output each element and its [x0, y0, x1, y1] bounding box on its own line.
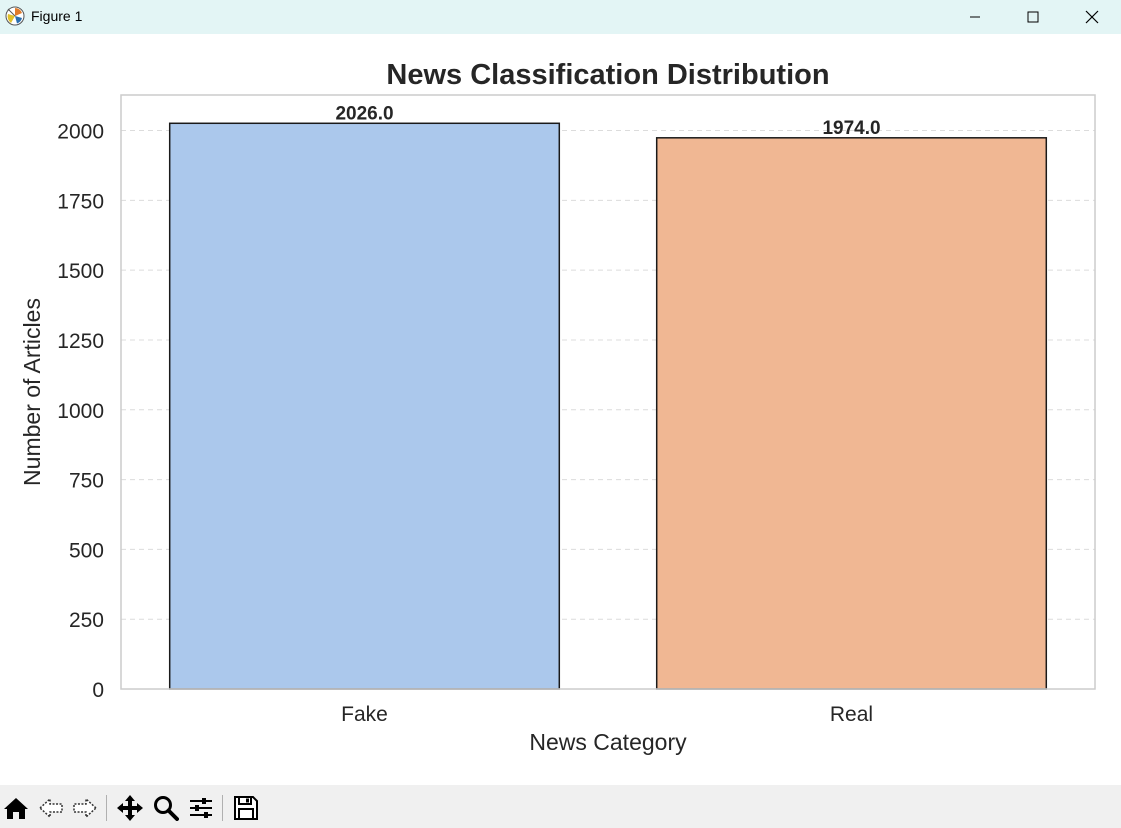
toolbar-separator [106, 795, 107, 821]
bar-value-label: 2026.0 [335, 103, 393, 124]
y-axis-label: Number of Articles [19, 298, 45, 486]
x-tick-label: Fake [341, 703, 388, 726]
y-tick-labels: 0 250 500 750 1000 1250 1500 1750 2000 [57, 121, 104, 702]
chart-title: News Classification Distribution [386, 59, 829, 91]
y-tick-label: 500 [69, 539, 104, 562]
y-tick-label: 1000 [57, 400, 104, 423]
maximize-icon [1027, 11, 1039, 23]
close-icon [1085, 10, 1099, 24]
y-tick-label: 0 [92, 679, 104, 702]
back-icon [38, 797, 63, 819]
bar-chart: News Classification Distribution 0 250 500… [19, 59, 1096, 755]
navigation-toolbar [0, 785, 1121, 828]
y-tick-label: 750 [69, 470, 104, 493]
minimize-button[interactable] [946, 0, 1004, 34]
minimize-icon [970, 16, 980, 18]
window-title: Figure 1 [31, 8, 83, 24]
bar-fake [168, 122, 561, 690]
maximize-button[interactable] [1004, 0, 1062, 34]
close-button[interactable] [1063, 0, 1121, 34]
pan-icon [117, 795, 143, 821]
bar-real [655, 137, 1048, 690]
x-tick-labels: Fake Real [341, 703, 873, 726]
back-button[interactable] [36, 793, 66, 823]
configure-subplots-icon [190, 798, 212, 818]
figure-canvas[interactable]: News Classification Distribution 0 250 500… [0, 34, 1121, 785]
save-button[interactable] [231, 793, 261, 823]
bars [168, 122, 1048, 690]
forward-icon [73, 797, 98, 819]
y-tick-label: 1750 [57, 190, 104, 213]
bar-value-label: 1974.0 [822, 118, 880, 139]
zoom-button[interactable] [151, 793, 181, 823]
configure-subplots-button[interactable] [186, 793, 216, 823]
forward-button[interactable] [70, 793, 100, 823]
save-icon [234, 796, 258, 820]
pan-button[interactable] [115, 793, 145, 823]
home-icon [4, 798, 28, 819]
window-titlebar: Figure 1 [0, 0, 1121, 34]
toolbar-separator [222, 795, 223, 821]
data-labels: 2026.0 1974.0 [335, 103, 880, 139]
x-tick-label: Real [830, 703, 873, 726]
y-tick-label: 2000 [57, 121, 104, 144]
y-tick-label: 250 [69, 609, 104, 632]
zoom-icon [154, 796, 179, 821]
matplotlib-icon [5, 6, 25, 26]
x-axis-label: News Category [529, 729, 687, 755]
y-tick-label: 1250 [57, 330, 104, 353]
y-tick-label: 1500 [57, 260, 104, 283]
axes-frame [120, 94, 1096, 690]
home-button[interactable] [1, 793, 31, 823]
